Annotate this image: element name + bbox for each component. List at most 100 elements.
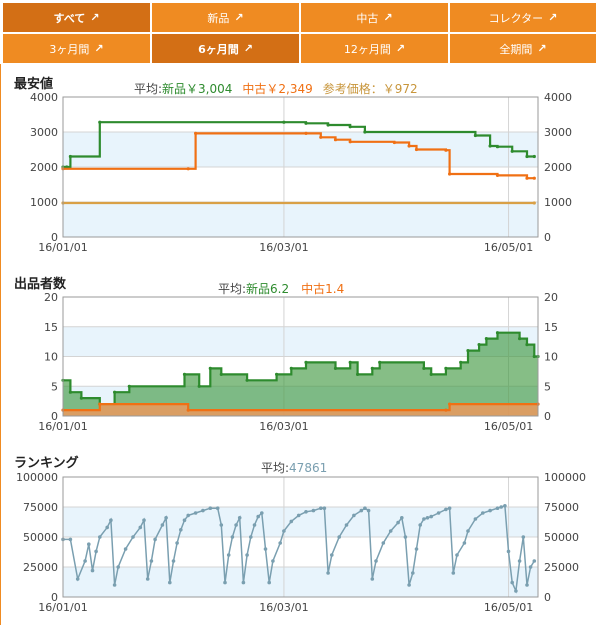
plot-frame	[62, 96, 539, 238]
chart-trend-icon: ↗	[548, 11, 558, 24]
data-point	[208, 506, 213, 511]
data-point	[510, 149, 514, 153]
data-point	[127, 384, 131, 388]
data-point	[226, 553, 231, 557]
avg-value: 47861	[289, 461, 327, 475]
data-point	[488, 144, 492, 148]
y-tick-label-left: 20	[44, 291, 58, 304]
data-point	[289, 366, 293, 370]
chart-average: 平均:47861	[261, 461, 327, 475]
data-point	[330, 553, 334, 557]
tab-alltime[interactable]: 全期間 ↗	[449, 33, 597, 64]
data-point	[79, 396, 83, 400]
data-point	[436, 511, 441, 515]
data-point	[319, 135, 323, 139]
y-tick-label-right: 100000	[544, 471, 586, 484]
tab-collector[interactable]: コレクター ↗	[449, 2, 597, 33]
data-point	[98, 120, 102, 124]
data-point	[447, 506, 452, 511]
data-point	[388, 529, 393, 533]
grid-band	[63, 202, 538, 237]
chart-trend-icon: ↗	[243, 42, 253, 55]
data-point	[503, 504, 507, 508]
series-area-0	[63, 332, 538, 416]
data-point	[514, 589, 518, 593]
data-point	[444, 507, 448, 512]
data-point	[215, 506, 220, 511]
data-point	[525, 154, 529, 159]
data-point	[414, 547, 419, 551]
data-point	[197, 384, 201, 388]
tab-all[interactable]: すべて ↗	[2, 2, 151, 33]
data-point	[179, 528, 183, 532]
data-point	[392, 140, 396, 145]
data-point	[90, 568, 95, 573]
data-point	[245, 553, 249, 557]
price-plot: 0 0 1000 1000 2000 2000 3000 3000 4000 4000 16/01/…	[30, 91, 572, 254]
data-point	[123, 547, 128, 551]
data-point	[256, 514, 261, 519]
y-tick-label-right: 3000	[544, 126, 572, 139]
ranking-chart: ランキング 平均:47861 0 0 25000 25000 50000 50000 750…	[14, 455, 586, 614]
data-point	[422, 517, 426, 521]
y-tick-label-left: 75000	[23, 501, 58, 514]
data-point	[311, 508, 316, 513]
data-point	[113, 390, 117, 394]
y-tick-label-right: 4000	[544, 91, 572, 104]
data-point	[352, 513, 356, 518]
data-point	[407, 144, 411, 148]
data-point	[396, 520, 400, 525]
y-tick-label-right: 10	[544, 351, 558, 364]
data-point	[356, 372, 360, 376]
data-point	[518, 337, 522, 341]
data-point	[532, 154, 536, 159]
data-point	[466, 529, 470, 533]
chart-trend-icon: ↗	[94, 42, 104, 55]
grid-band	[63, 567, 538, 597]
data-point	[532, 559, 537, 563]
data-point	[381, 541, 386, 545]
data-point	[153, 537, 157, 542]
data-point	[252, 523, 257, 527]
tab-12months[interactable]: 12ヶ月間 ↗	[300, 33, 449, 64]
data-point	[171, 559, 176, 563]
data-point	[186, 167, 190, 171]
data-point	[448, 172, 452, 176]
data-point	[319, 506, 323, 511]
y-tick-label-left: 5	[51, 380, 58, 393]
data-point	[414, 147, 419, 152]
data-point	[223, 580, 227, 585]
plot-frame	[62, 476, 539, 598]
data-point	[344, 523, 349, 527]
data-point	[186, 408, 190, 412]
y-tick-label-right: 2000	[544, 161, 572, 174]
data-point	[94, 549, 98, 554]
data-point	[149, 559, 154, 563]
y-tick-label-left: 10	[44, 351, 58, 364]
data-point	[249, 535, 253, 539]
data-point	[532, 176, 536, 180]
data-point	[289, 519, 294, 524]
data-point	[164, 516, 168, 520]
data-point	[429, 514, 434, 519]
tab-label: 中古	[356, 11, 379, 25]
tab-new[interactable]: 新品 ↗	[151, 2, 300, 33]
chart-trend-icon: ↗	[537, 42, 547, 55]
data-point	[296, 513, 301, 518]
data-point	[499, 505, 504, 509]
tab-3months[interactable]: 3ヶ月間 ↗	[2, 33, 151, 64]
data-point	[517, 559, 522, 563]
data-point	[105, 525, 109, 530]
data-point	[532, 354, 536, 359]
data-point	[374, 559, 378, 563]
y-tick-label-right: 25000	[544, 561, 579, 574]
tab-used[interactable]: 中古 ↗	[300, 2, 449, 33]
data-point	[333, 366, 338, 370]
data-point	[201, 508, 205, 513]
data-point	[234, 523, 238, 527]
data-point	[230, 535, 235, 539]
data-point	[267, 580, 272, 585]
tab-6months[interactable]: 6ヶ月間 ↗	[151, 33, 300, 64]
data-point	[194, 131, 198, 135]
data-point	[304, 510, 308, 514]
